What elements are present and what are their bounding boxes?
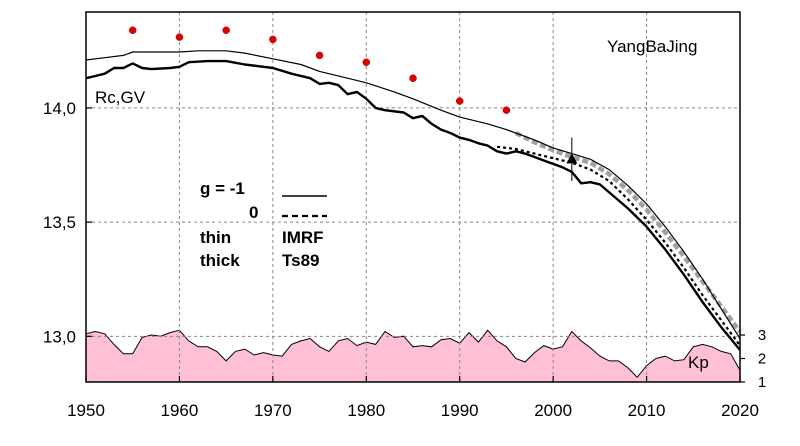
red-data-point: [362, 58, 371, 66]
red-data-point: [222, 26, 230, 35]
red-data-point: [455, 97, 464, 105]
rc-gv-label: Rc,GV: [95, 88, 146, 107]
kp-layer: [85, 329, 741, 382]
axis-layer: 1950 1960 1970 1980 1990 2000 2010 2020 13,0 13,5…: [43, 99, 766, 420]
station-label: YangBaJing: [607, 37, 697, 56]
red-data-point: [128, 26, 137, 35]
red-data-point: [502, 106, 511, 114]
series-line-thick: [85, 59, 741, 351]
legend-thin-label: thin: [200, 228, 231, 247]
x-tick-label: 1960: [161, 401, 199, 420]
series-line-dashed: [496, 145, 741, 347]
x-tick-label: 2010: [628, 401, 666, 420]
kp-area: [86, 330, 740, 382]
red-data-point: [315, 51, 324, 60]
x-tick-label: 1980: [347, 401, 385, 420]
legend-row1-label: g = -1: [200, 179, 245, 198]
legend-ts89-label: Ts89: [282, 251, 320, 270]
triangle-data-point: [566, 153, 578, 164]
series-layer: [85, 50, 742, 351]
series-line-thin: [85, 50, 741, 339]
plot-frame: [85, 11, 741, 383]
x-tick-label: 2020: [721, 401, 759, 420]
red-data-point: [409, 74, 417, 82]
y-tick-label: 14,0: [43, 99, 76, 118]
x-tick-label: 1970: [254, 401, 292, 420]
series-line-grey-band: [514, 130, 742, 334]
x-tick-label: 2000: [534, 401, 572, 420]
red-data-point: [175, 33, 184, 41]
x-tick-label: 1950: [67, 401, 105, 420]
kp-tick-label: 2: [758, 351, 766, 368]
kp-label: Kp: [688, 353, 709, 372]
legend-imrf-label: IMRF: [282, 228, 324, 247]
plot-background: [86, 12, 740, 382]
red-data-point: [269, 35, 277, 44]
kp-tick-label: 3: [758, 327, 766, 344]
legend-thick-label: thick: [200, 251, 240, 270]
legend: g = -1 0 thin IMRF thick Ts89: [200, 179, 327, 270]
y-tick-label: 13,5: [43, 213, 76, 232]
kp-line: [85, 329, 741, 379]
y-tick-label: 13,0: [43, 327, 76, 346]
kp-tick-label: 1: [758, 374, 766, 391]
grid-layer: [86, 12, 740, 382]
points-layer: [128, 26, 578, 182]
legend-row2-label: 0: [249, 203, 258, 222]
x-tick-label: 1990: [441, 401, 479, 420]
